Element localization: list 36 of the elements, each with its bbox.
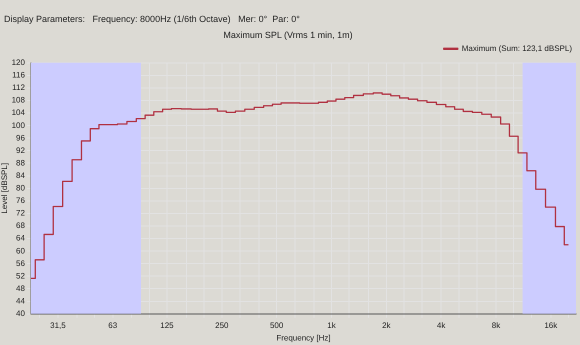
y-tick-label: 48 [16, 284, 26, 293]
x-tick-label: 31,5 [50, 320, 66, 330]
x-tick-label: 125 [160, 320, 174, 330]
y-tick-label: 72 [16, 208, 26, 218]
y-tick-label: 68 [16, 221, 26, 230]
y-tick-label: 60 [16, 246, 26, 256]
y-tick-label: 80 [16, 184, 26, 193]
y-tick-label: 112 [12, 83, 26, 92]
y-axis-title: Level [dBSPL] [0, 162, 10, 214]
y-tick-label: 120 [12, 58, 26, 68]
y-tick-label: 44 [16, 296, 26, 306]
y-tick-label: 52 [16, 271, 26, 280]
x-tick-label: 8k [492, 320, 502, 330]
chart-title: Maximum SPL (Vrms 1 min, 1m) [223, 30, 353, 40]
legend-label: Maximum (Sum: 123,1 dBSPL) [462, 44, 572, 54]
y-tick-label: 76 [16, 196, 26, 206]
x-axis-title: Frequency [Hz] [276, 333, 331, 342]
y-tick-label: 108 [12, 96, 26, 105]
y-tick-label: 84 [16, 170, 26, 180]
x-tick-label: 500 [270, 320, 284, 330]
y-tick-label: 40 [16, 309, 26, 318]
x-tick-label: 2k [382, 320, 392, 330]
x-tick-label: 250 [215, 320, 230, 330]
x-tick-label: 63 [108, 320, 118, 330]
x-tick-label: 4k [436, 320, 446, 330]
y-tick-label: 96 [16, 133, 26, 142]
y-tick-label: 92 [16, 146, 26, 155]
y-tick-label: 64 [16, 234, 26, 243]
y-tick-label: 100 [12, 120, 26, 130]
y-tick-label: 104 [12, 108, 26, 118]
y-tick-label: 56 [16, 258, 26, 268]
x-tick-label: 1k [327, 320, 337, 330]
y-tick-label: 116 [12, 70, 26, 80]
y-tick-label: 88 [16, 158, 26, 168]
x-tick-label: 16k [544, 320, 558, 330]
text: Display Parameters: Frequency: 8000Hz (1/6th Octave) Mer: 0° Par: 0° [4, 14, 301, 24]
